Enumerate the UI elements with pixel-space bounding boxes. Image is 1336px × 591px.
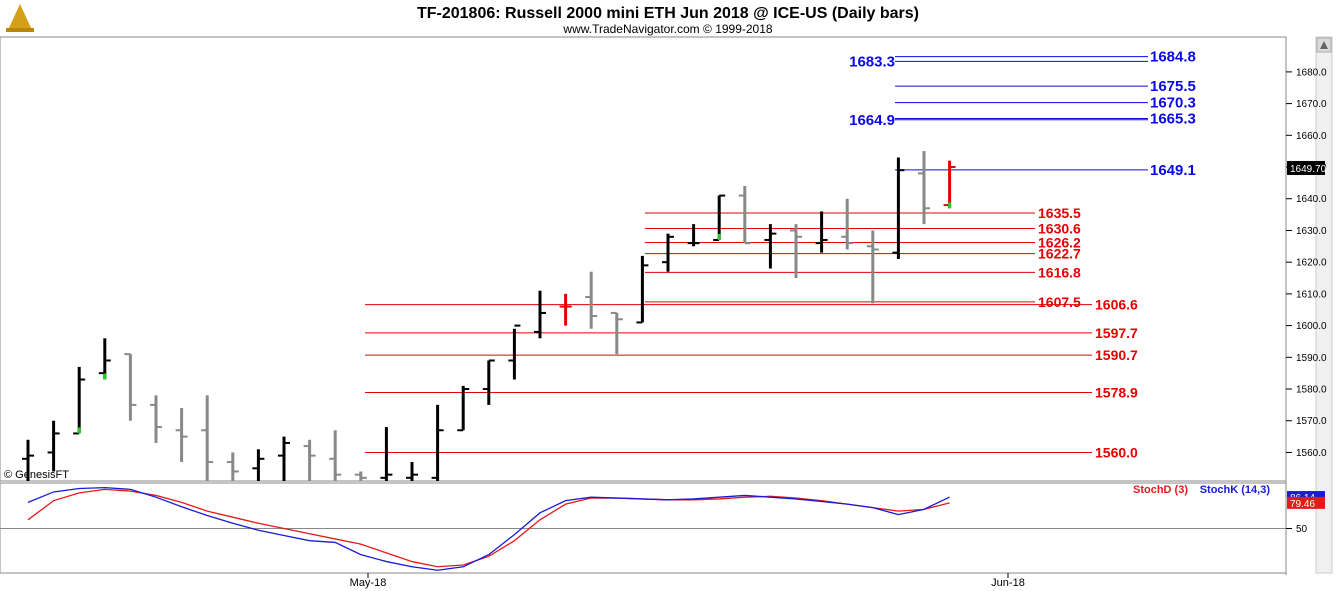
- ohlc-bar: [559, 293, 572, 326]
- date-tick-may: May-18: [350, 577, 387, 589]
- signal-highlight: [717, 233, 721, 240]
- ohlc-bar: [226, 452, 239, 481]
- level-label-blue: 1675.5: [1150, 78, 1196, 95]
- ohlc-bar: [508, 324, 521, 380]
- ohlc-bar: [47, 420, 60, 472]
- level-label-red: 1590.7: [1095, 347, 1138, 363]
- ohlc-bar: [841, 198, 854, 250]
- stoch-d-line: [27, 488, 950, 568]
- ohlc-bar: [943, 160, 956, 209]
- ohlc-bar: [73, 366, 86, 435]
- chart-title: TF-201806: Russell 2000 mini ETH Jun 201…: [417, 5, 919, 22]
- ohlc-bar: [892, 157, 905, 259]
- ohlc-bar: [534, 290, 546, 339]
- ohlc-bar: [713, 194, 726, 241]
- legend-stoch-k: StochK (14,3): [1200, 484, 1271, 496]
- stochastic-layer: 5086.1479.46: [0, 486, 1325, 571]
- last-price-label: 1649.70: [1290, 164, 1327, 175]
- signal-highlight: [103, 373, 107, 380]
- ohlc-bar: [918, 151, 930, 225]
- stoch-d-marker: [1287, 496, 1325, 509]
- ohlc-bar: [585, 271, 598, 329]
- ohlc-bar: [764, 224, 777, 269]
- watermark: © GenesisFT: [4, 469, 69, 481]
- ohlc-bar: [482, 359, 495, 405]
- level-label-blue: 1649.1: [1150, 162, 1196, 179]
- price-tick-label: 1680.0: [1296, 67, 1327, 78]
- ohlc-bar: [252, 449, 265, 481]
- ohlc-bar: [124, 353, 137, 421]
- level-label-red: 1597.7: [1095, 325, 1138, 341]
- level-label-red: 1606.6: [1095, 297, 1138, 313]
- ohlc-bar: [815, 211, 828, 253]
- last-price-marker: [1287, 160, 1325, 175]
- ohlc-bar: [175, 408, 188, 462]
- chart-subtitle: www.TradeNavigator.com © 1999-2018: [562, 22, 772, 36]
- level-label-blue: 1665.3: [1150, 111, 1196, 128]
- price-tick-label: 1670.0: [1296, 99, 1327, 110]
- price-tick-label: 1620.0: [1296, 258, 1327, 269]
- ohlc-bar: [354, 471, 367, 481]
- level-label-blue: 1683.3: [849, 53, 895, 70]
- signal-highlight: [948, 202, 952, 209]
- ohlc-bar: [380, 427, 393, 481]
- level-label-red: 1560.0: [1095, 444, 1138, 460]
- ohlc-bar: [329, 430, 342, 481]
- price-tick-label: 1600.0: [1296, 321, 1327, 332]
- ohlc-bar: [636, 255, 649, 324]
- ohlc-bar: [687, 224, 700, 247]
- ohlc-bar: [610, 311, 623, 355]
- ohlc-bar: [738, 186, 751, 245]
- ohlc-bar: [201, 395, 214, 481]
- date-tick-jun: Jun-18: [991, 577, 1025, 589]
- ohlc-bar: [406, 461, 418, 481]
- level-label-blue: 1684.8: [1150, 49, 1196, 66]
- ohlc-bar: [431, 404, 444, 481]
- signal-highlight: [77, 427, 81, 434]
- stoch-d-value: 79.46: [1290, 499, 1315, 510]
- price-axis: 1680.01670.01660.01650.01640.01630.01620…: [1286, 67, 1327, 459]
- ohlc-bar: [662, 233, 674, 272]
- logo-icon: [6, 4, 34, 32]
- ohlc-bar: [866, 230, 879, 304]
- stoch-k-line: [27, 486, 950, 571]
- level-label-blue: 1664.9: [849, 112, 895, 129]
- ohlc-bar: [98, 338, 111, 380]
- level-label-red: 1630.6: [1038, 221, 1081, 237]
- legend-stoch-d: StochD (3): [1133, 484, 1188, 496]
- triangle-up-icon: [1320, 41, 1328, 49]
- price-tick-label: 1560.0: [1296, 448, 1327, 459]
- ohlc-bar: [150, 395, 162, 443]
- level-label-red: 1607.5: [1038, 294, 1081, 310]
- ohlc-bar: [278, 436, 290, 481]
- bars-layer: [22, 151, 956, 481]
- ohlc-bar: [790, 224, 802, 279]
- ohlc-bar: [303, 439, 316, 481]
- level-label-blue: 1670.3: [1150, 95, 1196, 112]
- price-tick-label: 1610.0: [1296, 289, 1327, 300]
- level-label-red: 1635.5: [1038, 205, 1081, 221]
- level-label-red: 1626.2: [1038, 235, 1081, 251]
- stoch-tick-label: 50: [1296, 524, 1308, 535]
- level-label-red: 1622.7: [1038, 246, 1081, 262]
- price-tick-label: 1580.0: [1296, 385, 1327, 396]
- level-label-red: 1616.8: [1038, 264, 1081, 280]
- price-tick-label: 1640.0: [1296, 194, 1327, 205]
- level-label-red: 1578.9: [1095, 385, 1138, 401]
- price-tick-label: 1660.0: [1296, 131, 1327, 142]
- price-tick-label: 1570.0: [1296, 416, 1327, 427]
- price-tick-label: 1630.0: [1296, 226, 1327, 237]
- price-tick-label: 1590.0: [1296, 353, 1327, 364]
- ohlc-bar: [22, 439, 34, 481]
- ohlc-bar: [457, 385, 470, 432]
